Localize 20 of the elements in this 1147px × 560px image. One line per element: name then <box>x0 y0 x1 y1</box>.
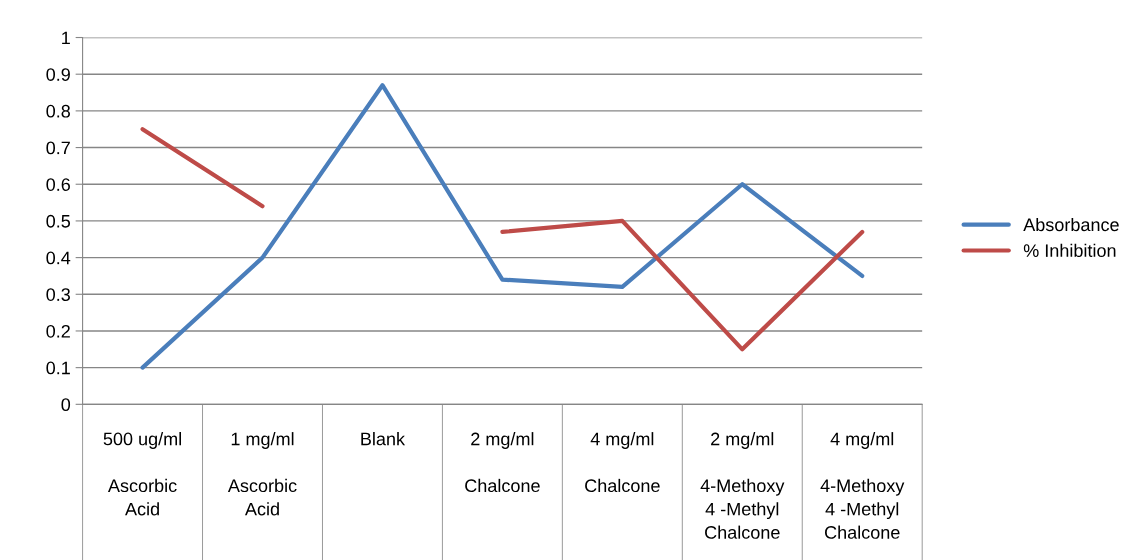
category-label: 2 mg/ml Chalcone <box>465 432 540 493</box>
category-label: 2 mg/ml 4-Methoxy 4 -Methyl Chalcone <box>700 432 785 539</box>
category-label: 1 mg/ml Ascorbic Acid <box>227 432 297 516</box>
y-tick-label: 0.8 <box>46 104 70 118</box>
y-tick-label: 0.2 <box>46 324 70 338</box>
y-tick-label: 0.1 <box>46 361 70 375</box>
category-label: 4 mg/ml Chalcone <box>585 432 660 493</box>
legend-label: % Inhibition <box>1023 243 1116 258</box>
x-tick-label: Blank <box>361 432 406 446</box>
y-tick-label: 1 <box>62 31 70 45</box>
category-label: 4 mg/ml 4-Methoxy 4 -Methyl Chalcone <box>820 432 905 539</box>
y-tick-label: 0.9 <box>46 68 70 81</box>
y-tick-label: 0 <box>61 398 71 412</box>
y-tick-label: 0.6 <box>46 178 70 191</box>
y-tick-label: 0.7 <box>46 141 70 155</box>
y-tick-label: 0.3 <box>46 288 70 301</box>
legend-label: Absorbance <box>1023 217 1119 232</box>
category-label: 500 ug/ml Ascorbic Acid <box>103 432 181 516</box>
y-tick-label: 0.5 <box>46 214 71 228</box>
y-tick-label: 0.4 <box>46 251 71 265</box>
